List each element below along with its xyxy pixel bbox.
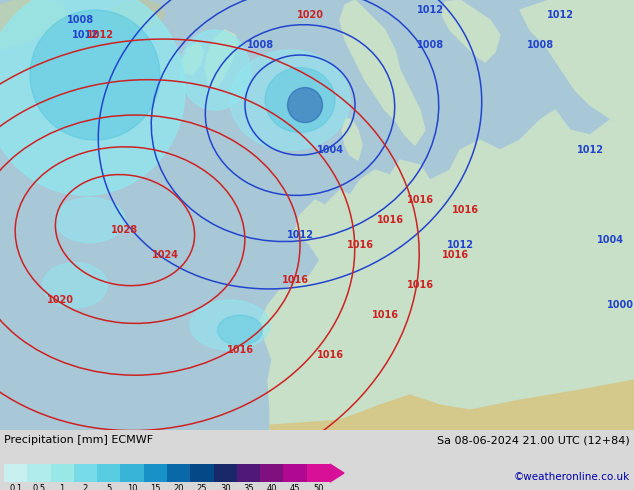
Text: 1016: 1016 — [281, 275, 309, 285]
Text: 50: 50 — [313, 484, 323, 490]
Text: 1012: 1012 — [86, 30, 113, 40]
Ellipse shape — [30, 10, 160, 140]
Bar — [97, 464, 120, 482]
Bar — [237, 464, 260, 482]
Text: 1008: 1008 — [417, 40, 444, 50]
Ellipse shape — [265, 68, 335, 133]
Text: 1012: 1012 — [287, 230, 313, 240]
Text: 45: 45 — [290, 484, 301, 490]
Text: 40: 40 — [266, 484, 277, 490]
Text: 15: 15 — [150, 484, 160, 490]
Bar — [4, 464, 27, 482]
Polygon shape — [205, 30, 238, 90]
Polygon shape — [182, 42, 204, 75]
Bar — [283, 464, 307, 482]
Text: 5: 5 — [106, 484, 112, 490]
Text: Precipitation [mm] ECMWF: Precipitation [mm] ECMWF — [4, 435, 153, 445]
Text: 1028: 1028 — [112, 225, 139, 235]
Polygon shape — [105, 0, 165, 30]
Bar — [120, 464, 144, 482]
Text: 1016: 1016 — [451, 205, 479, 215]
Text: 1: 1 — [60, 484, 65, 490]
Text: 1008: 1008 — [67, 15, 94, 25]
Text: 1012: 1012 — [72, 30, 98, 40]
Text: 1004: 1004 — [597, 235, 623, 245]
Text: 0.5: 0.5 — [32, 484, 46, 490]
Text: 1012: 1012 — [446, 240, 474, 250]
Text: 30: 30 — [220, 484, 231, 490]
Text: 1016: 1016 — [372, 310, 399, 320]
Text: 1016: 1016 — [406, 195, 434, 205]
Text: 35: 35 — [243, 484, 254, 490]
Polygon shape — [270, 380, 634, 430]
Text: 1016: 1016 — [406, 280, 434, 290]
Polygon shape — [260, 110, 634, 430]
Text: 25: 25 — [197, 484, 207, 490]
Text: 0.1: 0.1 — [9, 484, 22, 490]
Text: 1012: 1012 — [417, 5, 444, 15]
Ellipse shape — [180, 30, 250, 110]
Bar — [144, 464, 167, 482]
Text: 1008: 1008 — [526, 40, 553, 50]
Bar — [260, 464, 283, 482]
Ellipse shape — [230, 50, 350, 150]
Bar — [167, 464, 190, 482]
Polygon shape — [340, 0, 425, 145]
Text: 1016: 1016 — [441, 250, 469, 260]
Text: ©weatheronline.co.uk: ©weatheronline.co.uk — [514, 472, 630, 482]
Polygon shape — [442, 0, 500, 62]
Polygon shape — [330, 464, 344, 482]
Ellipse shape — [42, 263, 108, 308]
Ellipse shape — [0, 0, 185, 195]
Bar — [27, 464, 51, 482]
Text: 20: 20 — [173, 484, 184, 490]
Text: 1016: 1016 — [316, 350, 344, 360]
Text: 1004: 1004 — [316, 145, 344, 155]
Text: 1008: 1008 — [247, 40, 273, 50]
Polygon shape — [520, 0, 634, 150]
Text: 1016: 1016 — [226, 345, 254, 355]
Text: 1016: 1016 — [347, 240, 373, 250]
Ellipse shape — [217, 315, 262, 345]
Text: Sa 08-06-2024 21.00 UTC (12+84): Sa 08-06-2024 21.00 UTC (12+84) — [437, 435, 630, 445]
Text: 1024: 1024 — [152, 250, 179, 260]
Ellipse shape — [287, 88, 323, 122]
Bar — [307, 464, 330, 482]
Text: 2: 2 — [83, 484, 88, 490]
Bar — [51, 464, 74, 482]
Bar — [214, 464, 237, 482]
Bar — [190, 464, 214, 482]
Text: 1020: 1020 — [46, 295, 74, 305]
Text: 1012: 1012 — [576, 145, 604, 155]
Ellipse shape — [190, 300, 270, 350]
Text: 1020: 1020 — [297, 10, 323, 20]
Polygon shape — [0, 0, 70, 50]
Bar — [74, 464, 97, 482]
Polygon shape — [342, 118, 362, 160]
Text: 1012: 1012 — [547, 10, 574, 20]
Text: 10: 10 — [127, 484, 138, 490]
Text: 1000: 1000 — [607, 300, 633, 310]
Ellipse shape — [55, 197, 125, 243]
Text: 1016: 1016 — [377, 215, 403, 225]
